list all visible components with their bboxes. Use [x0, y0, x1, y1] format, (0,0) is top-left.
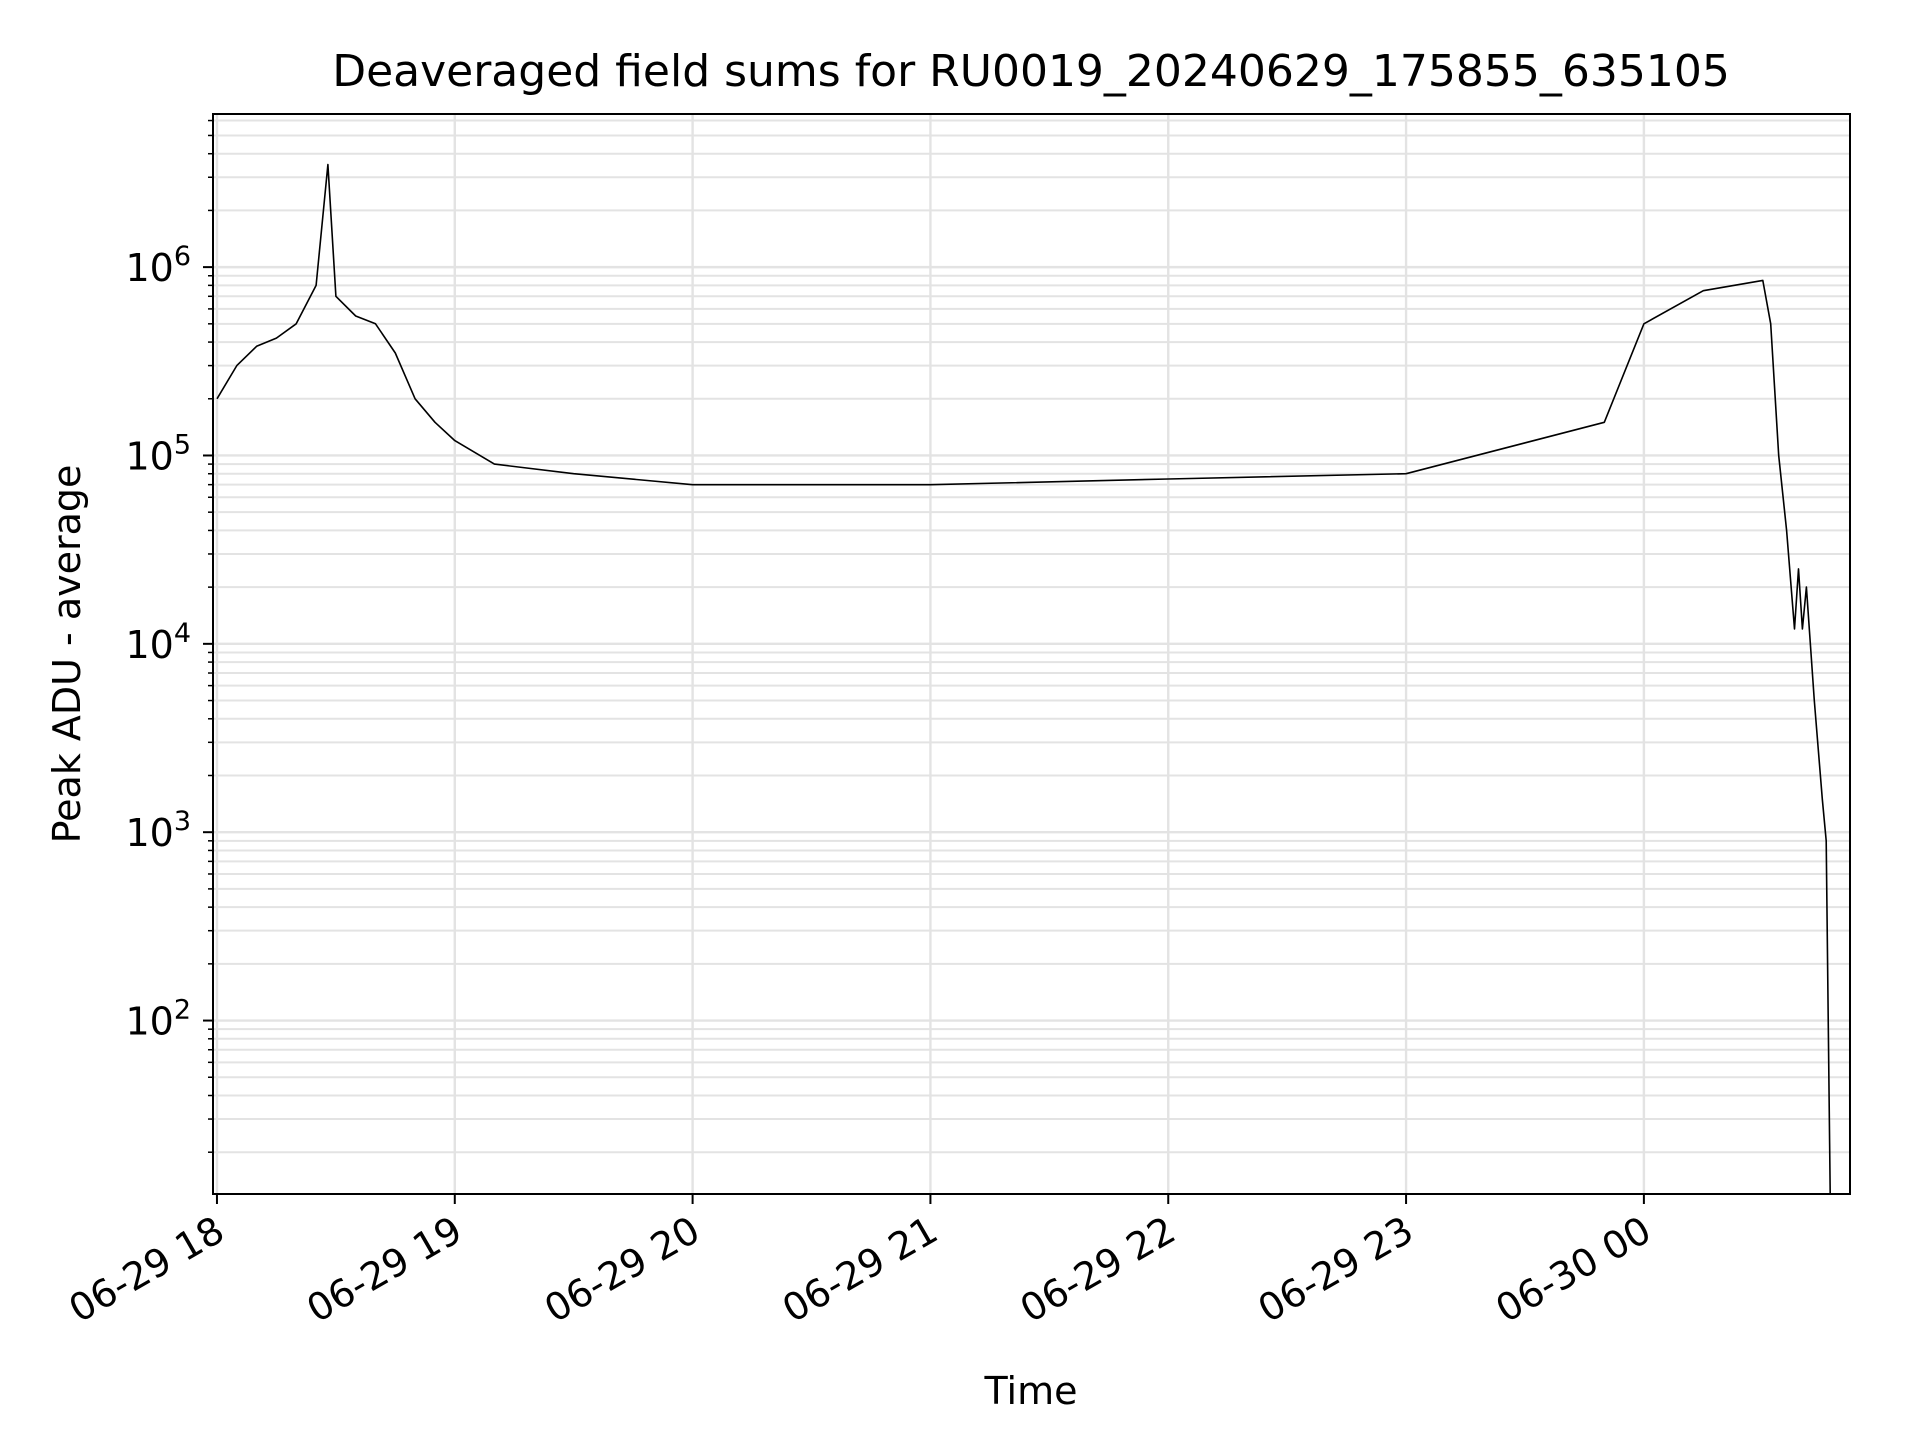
- y-tick-label: 104: [125, 618, 191, 667]
- series-group: [216, 163, 1831, 1194]
- y-tick-label: 103: [125, 806, 191, 855]
- chart-title: Deaveraged field sums for RU0019_2024062…: [332, 46, 1730, 97]
- y-tick-label: 106: [125, 241, 191, 290]
- grid-lines: [213, 114, 1850, 1194]
- y-tick-label: 105: [125, 429, 191, 478]
- y-tick-label: 102: [125, 995, 191, 1044]
- series-line: [216, 163, 1831, 1194]
- y-axis-label: Peak ADU - average: [45, 465, 89, 844]
- x-axis-label: Time: [984, 1369, 1078, 1413]
- plot-frame: [212, 113, 1851, 1195]
